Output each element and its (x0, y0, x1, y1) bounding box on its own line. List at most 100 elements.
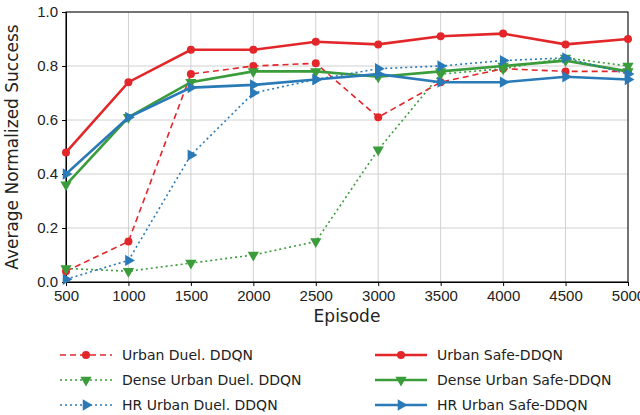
marker (624, 35, 632, 43)
y-tick: 0.0 (37, 273, 66, 290)
grid-line (565, 12, 566, 282)
marker (374, 40, 382, 48)
chart: 5001000150020002500300035004000450050000… (0, 0, 640, 415)
marker (125, 255, 135, 266)
marker (188, 82, 198, 93)
legend-marker (80, 377, 91, 387)
legend-label: HR Urban Safe-DDQN (437, 397, 588, 413)
legend-item: HR Urban Duel. DDQN (60, 397, 278, 413)
tick-label: 0.6 (37, 111, 58, 128)
legend-item: Urban Safe-DDQN (375, 347, 563, 363)
tick-label: 1000 (112, 287, 145, 304)
marker (124, 238, 132, 246)
tick-label: 2500 (300, 287, 333, 304)
tick-mark (62, 120, 66, 121)
marker (562, 52, 572, 63)
x-tick: 3000 (362, 282, 395, 304)
marker (562, 40, 570, 48)
legend-item: HR Urban Safe-DDQN (375, 397, 588, 413)
marker (188, 149, 198, 160)
legend: Urban Duel. DDQN Urban Safe-DDQN Dense Urb… (60, 347, 612, 413)
legend-label: Dense Urban Safe-DDQN (437, 372, 612, 388)
x-tick: 4500 (549, 282, 582, 304)
series (62, 30, 632, 157)
grid-line (440, 12, 441, 282)
line (66, 58, 628, 279)
y-tick: 0.2 (37, 219, 66, 236)
marker (310, 238, 321, 248)
tick-mark (378, 282, 379, 286)
tick-label: 1500 (175, 287, 208, 304)
tick-label: 2000 (237, 287, 270, 304)
grid-line (66, 120, 628, 121)
grid-line (503, 12, 504, 282)
marker (313, 74, 323, 85)
y-axis-title: Average Normalized Success (2, 24, 22, 270)
grid (66, 12, 628, 282)
tick-mark (441, 282, 442, 286)
line (66, 58, 628, 271)
y-tick: 0.4 (37, 165, 66, 182)
marker (185, 260, 196, 270)
x-tick: 2500 (300, 282, 333, 304)
marker (187, 70, 195, 78)
marker (499, 30, 507, 38)
marker (500, 77, 510, 88)
marker (248, 252, 259, 262)
legend-label: Dense Urban Duel. DDQN (122, 372, 302, 388)
tick-mark (62, 228, 66, 229)
grid-line (66, 174, 628, 175)
series (60, 57, 633, 191)
legend-label: Urban Duel. DDQN (122, 347, 253, 363)
tick-label: 0.0 (37, 273, 58, 290)
tick-label: 1.0 (37, 3, 58, 20)
marker (373, 146, 384, 156)
tick-label: 3000 (362, 287, 395, 304)
frame (66, 12, 628, 282)
tick-label: 0.8 (37, 57, 58, 74)
x-tick: 2000 (237, 282, 270, 304)
marker (62, 148, 70, 156)
tick-label: 0.2 (37, 219, 58, 236)
series-layer (60, 30, 634, 285)
tick-label: 4000 (487, 287, 520, 304)
marker (124, 78, 132, 86)
tick-mark (128, 282, 129, 286)
x-tick: 4000 (487, 282, 520, 304)
legend-item: Urban Duel. DDQN (60, 347, 253, 363)
plot: 5001000150020002500300035004000450050000… (37, 3, 640, 303)
marker (60, 265, 71, 275)
x-tick: 3500 (424, 282, 457, 304)
marker (313, 74, 323, 85)
tick-label: 5000 (612, 287, 640, 304)
marker (248, 68, 259, 78)
marker (625, 74, 635, 85)
legend-label: Urban Safe-DDQN (437, 347, 563, 363)
tick-mark (62, 66, 66, 67)
line (66, 63, 628, 271)
tick-label: 0.4 (37, 165, 58, 182)
series (62, 59, 632, 275)
tick-mark (628, 282, 629, 286)
x-axis-title: Episode (314, 306, 381, 326)
series (63, 68, 635, 179)
marker (249, 46, 257, 54)
marker (437, 60, 447, 71)
y-tick: 1.0 (37, 3, 66, 20)
tick-label: 4500 (549, 287, 582, 304)
series-group (60, 30, 634, 285)
legend-item: Dense Urban Duel. DDQN (60, 372, 302, 388)
marker (500, 55, 510, 66)
legend-marker (395, 377, 406, 387)
marker (123, 268, 134, 278)
x-tick: 1000 (112, 282, 145, 304)
grid-line (66, 228, 628, 229)
legend-marker (82, 351, 90, 359)
axis-line (67, 283, 629, 287)
legend-marker (398, 399, 408, 410)
marker (63, 274, 73, 285)
line (66, 34, 628, 153)
marker (60, 182, 71, 192)
tick-mark (62, 12, 66, 13)
y-tick: 0.8 (37, 57, 66, 74)
